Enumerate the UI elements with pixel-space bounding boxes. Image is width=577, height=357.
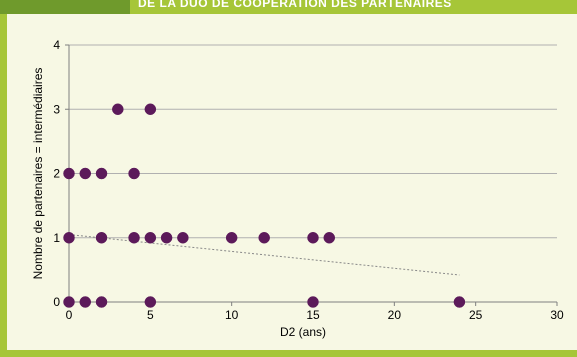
y-tick-label-2: 2 [53, 167, 60, 181]
data-point-13 [258, 232, 270, 244]
y-axis-title: Nombre de partenaires = intermédiaires [31, 68, 45, 280]
data-point-16 [63, 167, 75, 180]
data-point-11 [177, 232, 189, 244]
data-point-0 [63, 296, 75, 308]
x-tick-label-30: 30 [550, 308, 564, 322]
y-tick-label-1: 1 [53, 231, 60, 245]
y-tick-label-3: 3 [53, 102, 60, 116]
data-point-2 [95, 296, 108, 308]
x-tick-label-5: 5 [147, 308, 154, 322]
data-point-18 [95, 167, 108, 180]
data-point-7 [95, 232, 108, 244]
x-tick-label-20: 20 [388, 308, 402, 322]
x-axis-title: D2 (ans) [280, 325, 326, 339]
label-layer: 0 1 2 3 4 0 5 10 15 20 25 30 D2 (ans) Nombre de parte… [31, 38, 564, 339]
x-tick-label-0: 0 [66, 308, 73, 322]
data-point-6 [63, 232, 75, 244]
data-point-8 [128, 232, 140, 244]
data-point-21 [144, 103, 157, 115]
data-point-3 [144, 296, 157, 308]
x-tick-label-25: 25 [469, 308, 483, 322]
header-tab [0, 0, 130, 14]
data-point-14 [307, 232, 319, 244]
point-layer [63, 103, 466, 308]
data-point-17 [79, 167, 92, 180]
y-tick-label-4: 4 [53, 38, 60, 52]
x-tick-label-10: 10 [225, 308, 239, 322]
data-point-15 [323, 232, 336, 244]
y-tick-label-0: 0 [53, 295, 60, 309]
frame-bottom-border [0, 350, 577, 357]
frame-left-border [0, 0, 7, 357]
header-title: DE LA DUO DE COOPÉRATION DES PARTENAIRES [138, 0, 452, 10]
data-point-12 [225, 232, 238, 244]
data-point-19 [128, 167, 140, 180]
header-bar: DE LA DUO DE COOPÉRATION DES PARTENAIRES [0, 0, 577, 14]
data-point-10 [160, 232, 173, 244]
data-point-1 [79, 296, 92, 308]
header-title-strip: DE LA DUO DE COOPÉRATION DES PARTENAIRES [130, 0, 577, 14]
x-tick-label-15: 15 [306, 308, 320, 322]
grid-layer [69, 44, 557, 239]
data-point-5 [453, 296, 466, 308]
data-point-20 [112, 103, 124, 115]
data-point-4 [307, 296, 319, 308]
data-point-9 [144, 232, 157, 244]
